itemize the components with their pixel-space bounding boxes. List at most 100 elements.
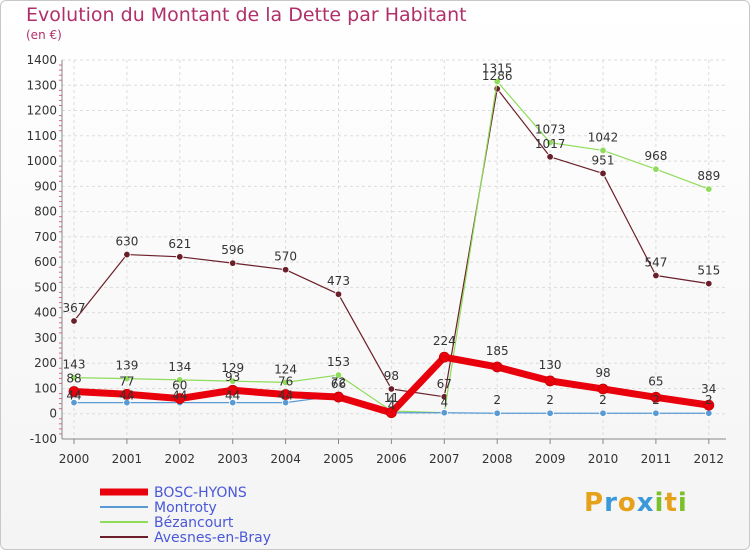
data-point-avesnes-en-bray (493, 85, 501, 93)
x-tick-label: 2010 (588, 452, 619, 466)
x-tick-label: 2006 (376, 452, 407, 466)
data-label: 11 (384, 391, 399, 405)
data-label: 65 (648, 374, 663, 388)
data-point-montroty (440, 409, 448, 417)
data-point-bosc-hyons (597, 383, 609, 395)
logo-letter: P (584, 488, 605, 518)
data-label: 951 (592, 153, 615, 167)
x-tick-label: 2003 (217, 452, 248, 466)
data-point-b-zancourt (334, 371, 343, 379)
data-label: 34 (701, 382, 716, 396)
data-point-avesnes-en-bray (228, 259, 237, 267)
data-label: 76 (278, 375, 293, 389)
x-tick-label: 2004 (270, 452, 301, 466)
y-tick-label: 500 (34, 280, 57, 294)
data-label: 139 (115, 359, 138, 373)
data-point-avesnes-en-bray (546, 153, 554, 161)
logo-letter: r (604, 488, 618, 518)
data-label: 2 (546, 393, 554, 407)
data-point-montroty (705, 409, 713, 417)
legend: BOSC-HYONSMontrotyBézancourtAvesnes-en-B… (100, 485, 271, 546)
y-tick-label: 200 (34, 356, 57, 370)
x-tick-label: 2000 (59, 452, 90, 466)
y-tick-label: 300 (34, 331, 57, 345)
data-point-bosc-hyons (544, 375, 556, 387)
y-tick-label: 0 (49, 407, 57, 421)
logo-letter: i (654, 488, 665, 518)
y-tick-label: 100 (34, 381, 57, 395)
data-label: 547 (644, 256, 667, 270)
data-label: 367 (63, 301, 86, 315)
data-label: 4 (388, 393, 396, 407)
logo-letter: x (636, 488, 655, 518)
data-label: 60 (172, 379, 187, 393)
data-point-avesnes-en-bray (281, 266, 290, 274)
y-tick-label: 800 (34, 205, 57, 219)
data-label: 129 (221, 361, 244, 375)
data-point-bosc-hyons (280, 389, 292, 400)
data-label: 2 (705, 393, 713, 407)
logo-letter: o (617, 488, 637, 518)
y-tick-label: 1000 (26, 154, 57, 168)
data-point-montroty (493, 409, 501, 417)
chart-unit-label: (en €) (26, 28, 62, 42)
data-point-bosc-hyons (227, 384, 239, 396)
y-tick-label: 900 (34, 179, 57, 193)
logo-letter: i (677, 488, 688, 518)
data-label: 2 (599, 393, 607, 407)
data-label: 621 (168, 237, 191, 251)
data-point-avesnes-en-bray (387, 385, 396, 393)
data-point-b-zancourt (228, 377, 237, 385)
x-tick-label: 2012 (694, 452, 725, 466)
data-point-bosc-hyons (333, 391, 344, 403)
data-point-b-zancourt (546, 138, 554, 147)
data-point-bosc-hyons (385, 407, 397, 419)
data-label: 185 (486, 344, 509, 358)
x-tick-label: 2011 (641, 452, 672, 466)
data-point-bosc-hyons (438, 351, 450, 363)
data-point-bosc-hyons (703, 399, 715, 411)
data-point-avesnes-en-bray (705, 279, 713, 288)
y-tick-label: -100 (30, 432, 57, 446)
data-label: 630 (115, 235, 138, 249)
data-label: 44 (119, 389, 134, 403)
axes: -100 0 100 200 300 400 500 600 700 800 900 1000 1100… (26, 53, 726, 466)
data-label: 4 (388, 399, 396, 413)
data-point-b-zancourt (70, 373, 78, 382)
data-label: 2 (652, 393, 660, 407)
data-label: 968 (644, 149, 667, 163)
data-label: 889 (697, 169, 720, 183)
data-point-avesnes-en-bray (176, 253, 184, 261)
data-label: 44 (172, 389, 187, 403)
y-tick-label: 400 (34, 306, 57, 320)
x-tick-label: 2007 (429, 452, 460, 466)
data-point-avesnes-en-bray (334, 290, 343, 298)
data-label: 72 (331, 376, 346, 390)
legend-label: Bézancourt (154, 515, 234, 531)
data-label: 88 (66, 371, 81, 385)
legend-label: Montroty (154, 500, 217, 516)
data-point-b-zancourt (705, 185, 713, 193)
data-label: 66 (331, 377, 346, 391)
chart-title: Evolution du Montant de la Dette par Hab… (26, 4, 467, 26)
data-label: 44 (66, 389, 81, 403)
data-label: 4 (440, 396, 448, 410)
y-tick-label: 1200 (26, 104, 57, 118)
data-label: 1315 (482, 61, 513, 75)
data-point-b-zancourt (599, 146, 607, 155)
data-point-montroty (228, 398, 237, 407)
data-point-montroty (652, 409, 660, 417)
data-label: 98 (595, 366, 610, 380)
data-label: 77 (119, 374, 134, 388)
x-tick-label: 2008 (482, 452, 513, 466)
proxiti-logo: Proxiti (584, 488, 688, 518)
data-point-avesnes-en-bray (70, 317, 78, 325)
data-point-b-zancourt (176, 376, 184, 384)
data-label: 44 (225, 389, 240, 403)
data-label: 596 (221, 243, 244, 257)
data-point-avesnes-en-bray (440, 393, 448, 401)
data-point-b-zancourt (652, 165, 660, 173)
data-label: 130 (539, 358, 562, 372)
